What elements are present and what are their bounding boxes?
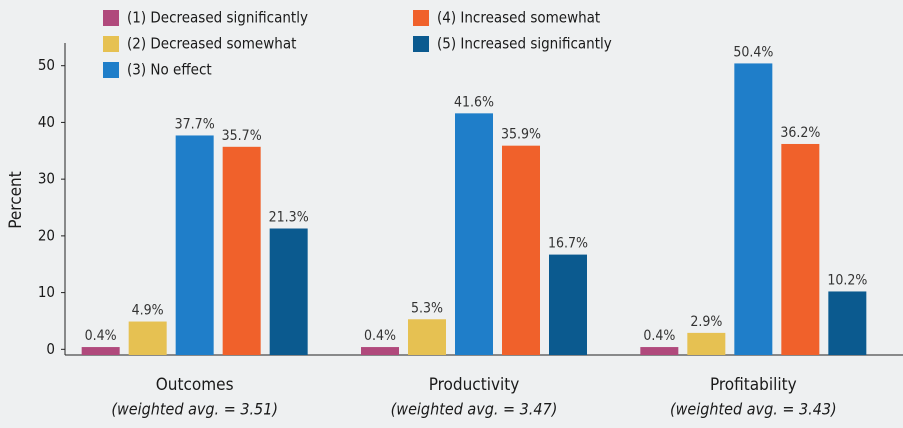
category-note: (weighted avg. = 3.47) xyxy=(391,400,558,419)
category-note: (weighted avg. = 3.43) xyxy=(670,400,837,419)
bar xyxy=(549,254,587,355)
legend-swatch xyxy=(103,36,119,52)
legend-label: (2) Decreased somewhat xyxy=(127,35,296,53)
value-label: 0.4% xyxy=(85,328,117,344)
value-label: 50.4% xyxy=(733,44,773,60)
bar xyxy=(269,228,308,355)
y-tick-label: 40 xyxy=(38,113,55,131)
x-tick-label: Profitability xyxy=(710,375,797,395)
legend-swatch xyxy=(103,62,119,78)
value-label: 0.4% xyxy=(364,328,396,344)
legend-label: (1) Decreased significantly xyxy=(127,9,308,27)
value-label: 4.9% xyxy=(132,303,164,319)
value-label: 37.7% xyxy=(175,116,215,132)
bar xyxy=(734,63,773,356)
bar xyxy=(175,135,214,355)
legend-label: (3) No effect xyxy=(127,61,212,79)
x-tick-label: Outcomes xyxy=(156,375,234,395)
category-note: (weighted avg. = 3.51) xyxy=(111,400,278,419)
bar xyxy=(828,291,867,355)
bar xyxy=(222,146,261,355)
bar xyxy=(408,319,446,355)
value-label: 35.7% xyxy=(222,128,262,144)
value-label: 2.9% xyxy=(690,314,722,330)
value-label: 41.6% xyxy=(454,94,494,110)
x-tick-label: Productivity xyxy=(429,375,520,395)
y-tick-label: 30 xyxy=(38,170,55,188)
bar xyxy=(361,347,399,355)
value-label: 36.2% xyxy=(780,125,820,141)
bar xyxy=(81,347,120,355)
bar xyxy=(128,321,167,355)
y-tick-label: 50 xyxy=(38,56,55,74)
y-tick-label: 0 xyxy=(46,340,55,358)
legend-swatch xyxy=(103,10,119,26)
bar xyxy=(687,332,726,355)
bar xyxy=(455,113,493,355)
value-label: 0.4% xyxy=(643,328,675,344)
legend-swatch xyxy=(413,10,429,26)
value-label: 35.9% xyxy=(501,127,541,143)
bar xyxy=(640,347,679,355)
bar xyxy=(781,143,820,355)
value-label: 10.2% xyxy=(827,272,867,288)
bar xyxy=(502,145,540,355)
y-tick-label: 10 xyxy=(38,283,55,301)
value-label: 21.3% xyxy=(269,209,309,225)
value-label: 16.7% xyxy=(548,236,588,252)
legend-swatch xyxy=(413,36,429,52)
y-axis-label: Percent xyxy=(6,171,26,228)
y-tick-label: 20 xyxy=(38,226,55,244)
value-label: 5.3% xyxy=(411,300,443,316)
legend-label: (5) Increased significantly xyxy=(437,35,612,53)
legend-label: (4) Increased somewhat xyxy=(437,9,600,27)
